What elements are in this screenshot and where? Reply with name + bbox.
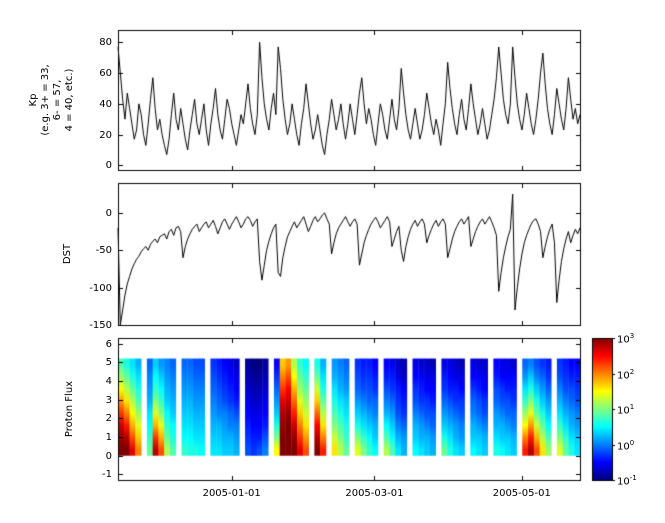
y-tick-label: 80 xyxy=(99,37,112,49)
y-tick-label: 20 xyxy=(99,129,112,141)
y-tick-label: 0 xyxy=(105,450,112,462)
y-tick-label: -100 xyxy=(89,282,112,294)
x-tick-label: 2005-03-01 xyxy=(345,488,404,499)
y-tick-label: -50 xyxy=(95,245,112,257)
y-tick-label: 2 xyxy=(105,413,112,425)
colorbar-tick-label: 10-1 xyxy=(617,474,637,488)
y-tick-label: 5 xyxy=(105,357,112,369)
colorbar-tick-label: 102 xyxy=(617,367,635,381)
y-tick-label: 4 xyxy=(105,375,112,387)
y-tick-label: 0 xyxy=(105,207,112,219)
x-tick-label: 2005-05-01 xyxy=(492,488,551,499)
colorbar-tick-label: 101 xyxy=(617,403,635,417)
y-tick-label: 60 xyxy=(99,68,112,80)
y-tick-label: 1 xyxy=(105,432,112,444)
y-tick-label: 3 xyxy=(105,394,112,406)
colorbar-tick-label: 103 xyxy=(617,332,635,346)
y-tick-label: 0 xyxy=(105,160,112,172)
y-tick-label: -1 xyxy=(102,469,112,481)
y-tick-label: 40 xyxy=(99,98,112,110)
colorbar-tick-label: 100 xyxy=(617,438,635,452)
x-tick-label: 2005-01-01 xyxy=(202,488,261,499)
proton-flux-axis-label: Proton Flux xyxy=(64,380,75,438)
y-tick-label: -150 xyxy=(89,320,112,331)
y-tick-label: 6 xyxy=(105,338,112,350)
